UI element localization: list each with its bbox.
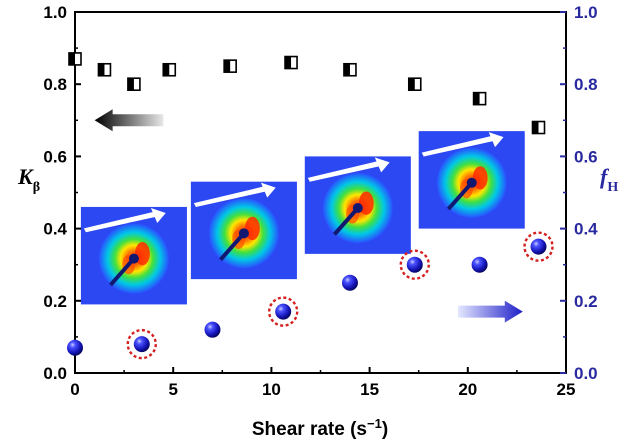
x-tick-label: 15	[360, 380, 379, 399]
y-axis-label-right: fH	[600, 164, 618, 195]
y-left-tick-label: 0.6	[43, 147, 67, 166]
saxs-inset	[304, 156, 411, 254]
kbeta-marker-fill	[69, 52, 75, 65]
fh-sphere-marker	[67, 339, 83, 356]
kbeta-point	[407, 77, 422, 91]
shear-direction-arrow-head	[374, 157, 390, 173]
kbeta-point	[531, 120, 546, 135]
fh-point	[341, 274, 358, 291]
y-right-tick-label: 0.6	[574, 147, 598, 166]
fh-point	[471, 256, 488, 273]
x-tick-label: 5	[168, 380, 177, 399]
highlight-ring	[267, 296, 299, 327]
fh-sphere-marker	[204, 321, 221, 338]
x-tick-label: 10	[262, 380, 281, 399]
kbeta-marker-fill	[224, 60, 231, 73]
saxs-inset	[190, 181, 297, 280]
fh-axis-arrow	[457, 300, 523, 323]
beamstop-center	[128, 253, 139, 264]
beamstop-center	[466, 177, 477, 188]
shear-direction-arrow-shaft	[83, 211, 156, 233]
x-tick-label: 20	[458, 380, 477, 399]
kbeta-marker-fill	[343, 63, 350, 76]
fh-point	[399, 249, 430, 280]
shear-direction-arrow-shaft	[421, 136, 493, 157]
axis-ticks: 0 5 10 15 20 250.00.20.40.60.81.00.00.20.40.6…	[43, 3, 598, 399]
kbeta-point	[223, 59, 237, 73]
shear-direction-arrow-head	[260, 182, 276, 198]
beamstop-center	[238, 228, 249, 239]
kbeta-point	[472, 91, 487, 106]
fh-sphere-marker	[275, 303, 292, 320]
x-tick-label: 25	[557, 380, 576, 399]
kbeta-marker-fill	[532, 121, 539, 134]
kbeta-axis-arrow	[94, 109, 164, 132]
saxs-insets	[80, 131, 525, 305]
highlight-ring	[523, 231, 554, 262]
y-left-tick-label: 1.0	[43, 3, 67, 22]
kbeta-marker-fill	[127, 78, 134, 91]
fh-point	[204, 321, 221, 338]
fh-sphere-marker	[406, 256, 423, 273]
y-axis-label-left: Kβ	[17, 164, 40, 195]
kbeta-marker-fill	[473, 92, 480, 105]
y-right-tick-label: 0.8	[574, 75, 598, 94]
y-right-tick-label: 0.2	[574, 292, 598, 311]
y-left-tick-label: 0.0	[43, 364, 67, 383]
highlight-ring	[399, 249, 430, 280]
kbeta-marker-fill	[98, 63, 105, 76]
fh-point	[523, 231, 554, 262]
beamstop	[332, 206, 360, 236]
y-left-tick-label: 0.2	[43, 292, 67, 311]
highlight-ring	[126, 328, 157, 360]
shear-direction-arrow-head	[150, 207, 166, 223]
beamstop	[446, 181, 474, 211]
kbeta-point	[127, 77, 141, 91]
kbeta-point	[68, 52, 82, 66]
kbeta-point	[162, 62, 177, 77]
fh-sphere-marker	[341, 274, 358, 291]
kbeta-point	[343, 62, 357, 77]
fh-point	[67, 339, 83, 356]
fh-sphere-marker	[471, 256, 488, 273]
shear-direction-arrow-head	[488, 132, 504, 148]
kbeta-point	[97, 62, 112, 77]
fh-sphere-marker	[133, 336, 150, 353]
y-right-tick-label: 1.0	[574, 3, 598, 22]
kbeta-marker-fill	[408, 78, 415, 91]
beamstop	[109, 257, 136, 287]
kbeta-marker-fill	[285, 56, 292, 69]
shear-direction-arrow-shaft	[193, 186, 266, 208]
data-marks	[67, 52, 554, 360]
y-left-tick-label: 0.4	[43, 220, 67, 239]
saxs-inset	[418, 131, 525, 229]
shear-direction-arrow-shaft	[307, 161, 380, 182]
x-tick-label: 0	[70, 380, 79, 399]
y-right-tick-label: 0.4	[574, 220, 598, 239]
kbeta-point	[284, 55, 298, 70]
saxs-inset	[80, 206, 187, 305]
beamstop	[219, 232, 246, 261]
y-left-tick-label: 0.8	[43, 75, 67, 94]
kbeta-marker-fill	[163, 63, 170, 76]
x-axis-label: Shear rate (s−1)	[252, 416, 388, 440]
fh-sphere-marker	[530, 238, 547, 255]
y-right-tick-label: 0.0	[574, 364, 598, 383]
axis-arrows	[94, 109, 523, 323]
fh-point	[126, 328, 157, 360]
beamstop-center	[352, 203, 363, 214]
fh-point	[267, 296, 299, 327]
